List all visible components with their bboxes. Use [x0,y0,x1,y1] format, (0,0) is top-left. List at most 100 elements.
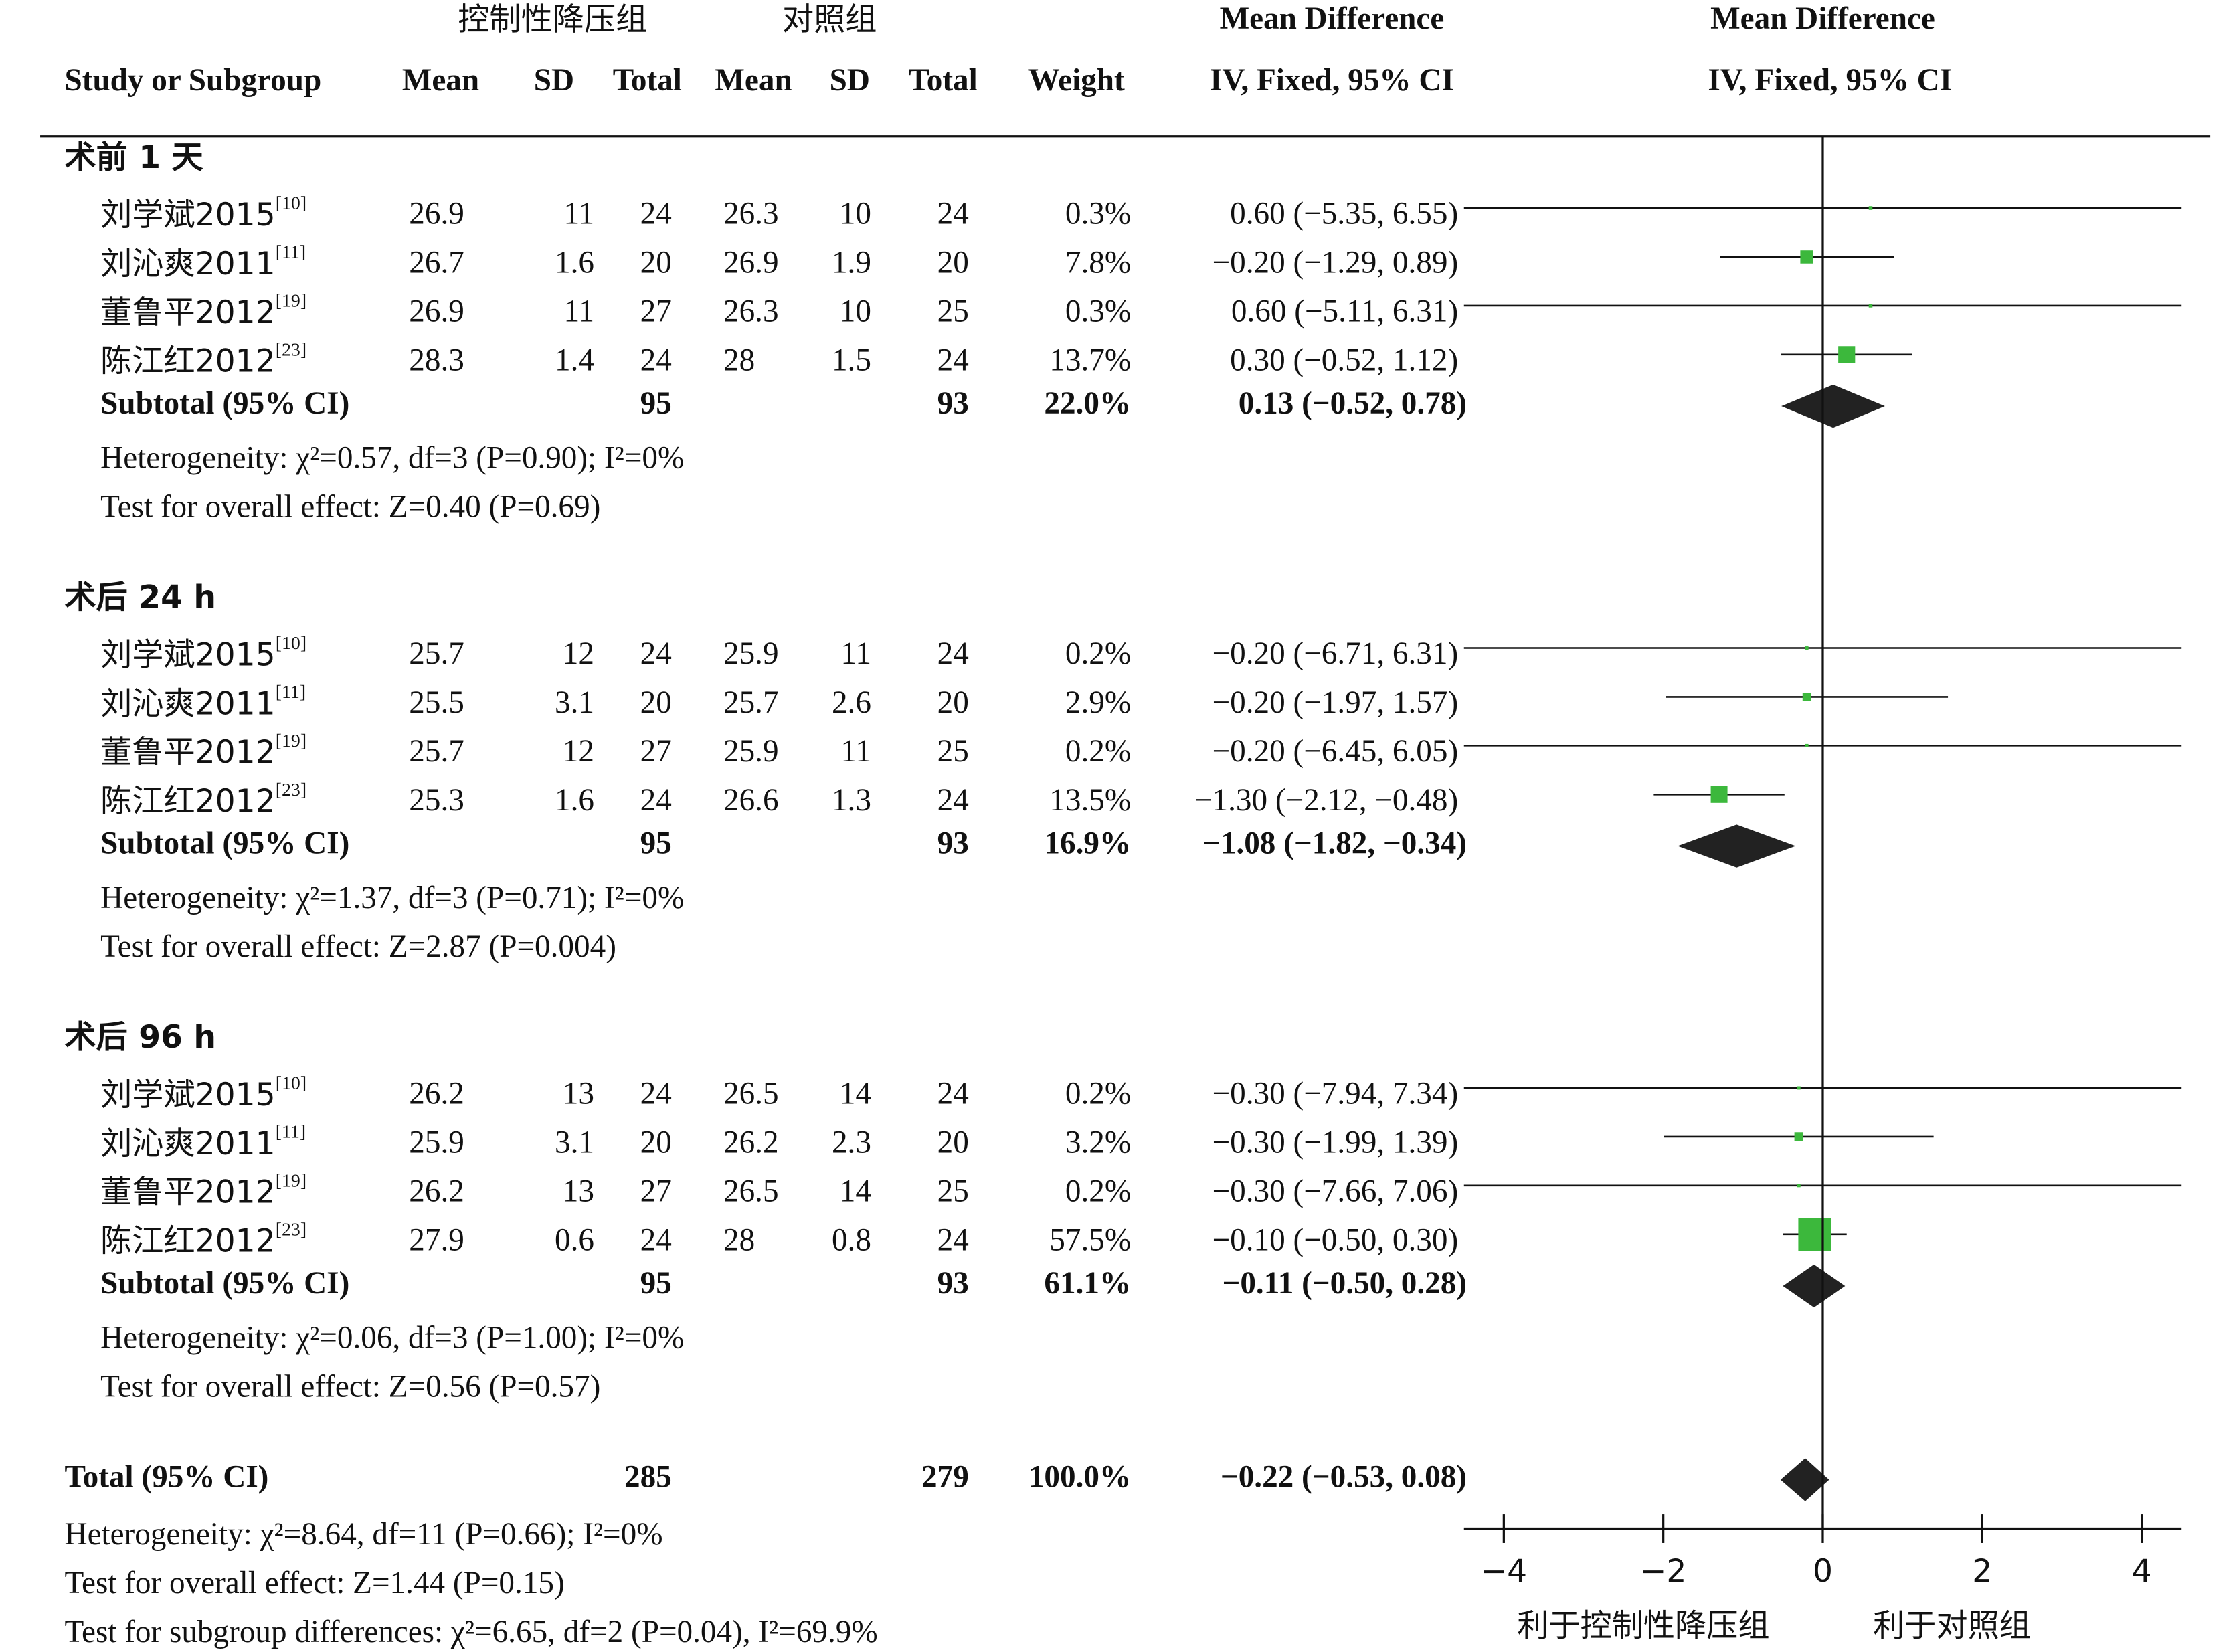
study-name: 刘学斌2015[10] [100,193,306,234]
study-value: 20 [640,1125,672,1160]
subgroup-name: 术后 24 h [65,579,216,616]
study-weight: 2.9% [1065,685,1131,720]
subgroup-name: 术后 96 h [65,1019,216,1056]
study-name: 董鲁平2012[19] [100,731,306,771]
study-ci: −0.20 (−1.97, 1.57) [1213,685,1459,720]
study-ref: [11] [276,682,306,703]
study-value: 26.2 [409,1077,464,1111]
study-label: 董鲁平2012 [100,1174,276,1211]
study-ci: 0.60 (−5.35, 6.55) [1230,197,1458,232]
study-value: 0.6 [555,1222,594,1257]
study-value: 24 [937,636,969,671]
heterogeneity: Heterogeneity: χ²=0.57, df=3 (P=0.90); I… [100,440,684,475]
study-ci: −1.30 (−2.12, −0.48) [1194,783,1458,818]
x-tick-label: −4 [1481,1553,1528,1590]
study-value: 11 [564,294,594,329]
study-value: 10 [840,294,871,329]
summary-label: Subtotal (95% CI) [100,386,349,421]
study-marker [1798,1218,1831,1251]
study-value: 24 [640,636,672,671]
study-value: 28 [723,1222,755,1257]
study-weight: 0.3% [1065,294,1131,329]
study-value: 25.3 [409,783,464,818]
study-value: 25.5 [409,685,464,720]
study-ref: [23] [276,1220,306,1241]
study-name: 陈江红2012[23] [100,779,306,820]
study-weight: 13.7% [1049,343,1131,378]
study-value: 26.5 [723,1077,779,1111]
study-name: 刘学斌2015[10] [100,1073,306,1113]
study-value: 10 [840,197,871,232]
study-value: 0.8 [832,1222,871,1257]
study-value: 1.4 [555,343,594,378]
summary-total: 279 [921,1459,969,1494]
summary-ci: −0.11 (−0.50, 0.28) [1222,1266,1467,1301]
study-value: 25.7 [409,734,464,769]
overall-effect: Test for overall effect: Z=0.40 (P=0.69) [100,489,600,524]
study-label: 陈江红2012 [100,783,276,820]
study-label: 刘学斌2015 [100,197,276,234]
summary-total: 95 [640,826,672,860]
study-value: 1.9 [832,246,871,280]
study-value: 1.6 [555,783,594,818]
study-weight: 0.2% [1065,636,1131,671]
study-value: 26.9 [409,294,464,329]
column-header: SD [534,63,574,98]
summary-total: 93 [937,1266,969,1301]
column-header: IV, Fixed, 95% CI [1708,63,1952,98]
study-value: 26.6 [723,783,779,818]
study-value: 24 [640,343,672,378]
study-value: 26.7 [409,246,464,280]
study-value: 24 [640,783,672,818]
study-name: 陈江红2012[23] [100,1220,306,1260]
study-weight: 0.3% [1065,197,1131,232]
study-label: 刘沁爽2011 [100,246,276,282]
study-value: 25.9 [409,1125,464,1160]
study-value: 25.7 [723,685,779,720]
study-label: 陈江红2012 [100,343,276,380]
study-value: 20 [640,246,672,280]
summary-weight: 16.9% [1044,826,1131,860]
study-marker [1802,693,1811,701]
study-ref: [19] [276,291,306,312]
study-weight: 57.5% [1049,1222,1131,1257]
study-marker [1805,743,1809,747]
study-ci: −0.20 (−6.71, 6.31) [1213,636,1459,671]
study-value: 24 [640,1077,672,1111]
study-value: 25.7 [409,636,464,671]
study-ref: [11] [276,1122,306,1143]
study-ref: [11] [276,242,306,263]
study-value: 3.1 [555,685,594,720]
study-value: 2.6 [832,685,871,720]
study-value: 25.9 [723,636,779,671]
summary-diamond [1781,384,1885,428]
x-tick-label: −2 [1640,1553,1687,1590]
study-value: 20 [640,685,672,720]
study-value: 1.3 [832,783,871,818]
study-marker [1868,206,1873,210]
study-value: 26.9 [723,246,779,280]
study-label: 刘沁爽2011 [100,1125,276,1162]
study-value: 27 [640,1174,672,1209]
column-header: Total [909,63,978,98]
study-value: 2.3 [832,1125,871,1160]
study-value: 14 [840,1077,871,1111]
study-value: 24 [937,343,969,378]
column-header: SD [830,63,870,98]
study-marker [1710,786,1728,803]
study-ci: −0.30 (−7.66, 7.06) [1213,1174,1459,1209]
summary-weight: 100.0% [1028,1459,1131,1494]
summary-total: 95 [640,386,672,421]
column-header: Total [613,63,682,98]
study-weight: 0.2% [1065,1174,1131,1209]
study-value: 24 [937,1222,969,1257]
study-name: 董鲁平2012[19] [100,1171,306,1211]
study-weight: 13.5% [1049,783,1131,818]
study-name: 陈江红2012[23] [100,340,306,380]
study-value: 26.3 [723,197,779,232]
study-value: 20 [937,685,969,720]
study-value: 11 [841,636,871,671]
study-value: 24 [640,1222,672,1257]
study-value: 1.5 [832,343,871,378]
